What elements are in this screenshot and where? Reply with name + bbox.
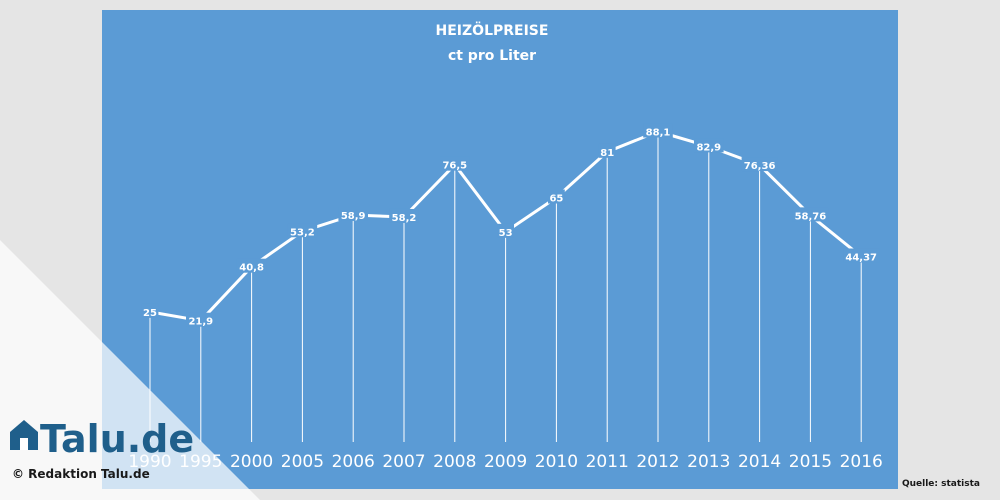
watermark-triangle (0, 240, 260, 500)
chart-subtitle: ct pro Liter (448, 48, 536, 64)
data-label: 58,76 (795, 211, 827, 222)
x-tick-label: 2005 (281, 452, 324, 472)
talu-logo: Talu.de (10, 417, 194, 461)
data-label-bg (548, 189, 565, 204)
data-label: 40,8 (239, 263, 264, 274)
data-label-bg (338, 206, 368, 221)
x-tick-label: 2014 (738, 452, 781, 472)
data-label: 65 (549, 194, 563, 205)
source-label: Quelle: statista (902, 479, 980, 489)
data-label: 81 (600, 148, 614, 159)
data-label-bg (497, 223, 514, 238)
data-label-bg (694, 138, 724, 153)
data-label: 21,9 (188, 317, 213, 328)
data-label: 53,2 (290, 227, 315, 238)
chart-title: HEIZÖLPREISE (436, 21, 549, 39)
data-labels: 25 21,9 40,8 53,2 58,9 58,2 76,5 53 65 81 88,1 82,9… (141, 123, 880, 328)
x-tick-label: 2010 (535, 452, 578, 472)
data-label: 44,37 (845, 252, 877, 263)
data-label-bg (843, 248, 880, 263)
data-label-bg (741, 157, 778, 172)
x-tick-label: 2007 (382, 452, 425, 472)
data-label: 76,36 (744, 161, 776, 172)
data-label: 88,1 (646, 128, 671, 139)
data-label: 53 (499, 228, 513, 239)
data-label: 76,5 (442, 161, 467, 172)
data-label-bg (287, 223, 318, 238)
data-label: 58,2 (392, 213, 417, 224)
x-tick-label: 2015 (789, 452, 832, 472)
x-tick-label: 2012 (636, 452, 679, 472)
x-tick-label: 2009 (484, 452, 527, 472)
data-label-bg (598, 143, 616, 158)
data-label-bg (440, 156, 470, 171)
x-tick-label: 2013 (687, 452, 730, 472)
x-tick-label: 2008 (433, 452, 476, 472)
data-label-bg (141, 303, 159, 318)
x-tick-label: 2000 (230, 452, 273, 472)
x-tick-label: 2006 (332, 452, 375, 472)
x-tick-label: 2016 (840, 452, 883, 472)
data-label-bg (186, 312, 216, 327)
data-label: 82,9 (696, 142, 721, 153)
data-label: 58,9 (341, 211, 366, 222)
x-axis-ticks: 1990199520002005200620072008200920102011… (128, 452, 882, 472)
data-label: 25 (143, 308, 157, 319)
chart-panel (102, 10, 898, 489)
data-label-bg (236, 258, 267, 273)
data-label-bg (792, 207, 829, 222)
drop-lines (149, 131, 862, 442)
house-icon (10, 420, 38, 450)
data-label-bg (643, 123, 673, 138)
logo-text: Talu.de (40, 417, 194, 461)
copyright-text: © Redaktion Talu.de (12, 467, 150, 481)
data-label-bg (389, 208, 419, 223)
x-tick-label: 2011 (586, 452, 629, 472)
